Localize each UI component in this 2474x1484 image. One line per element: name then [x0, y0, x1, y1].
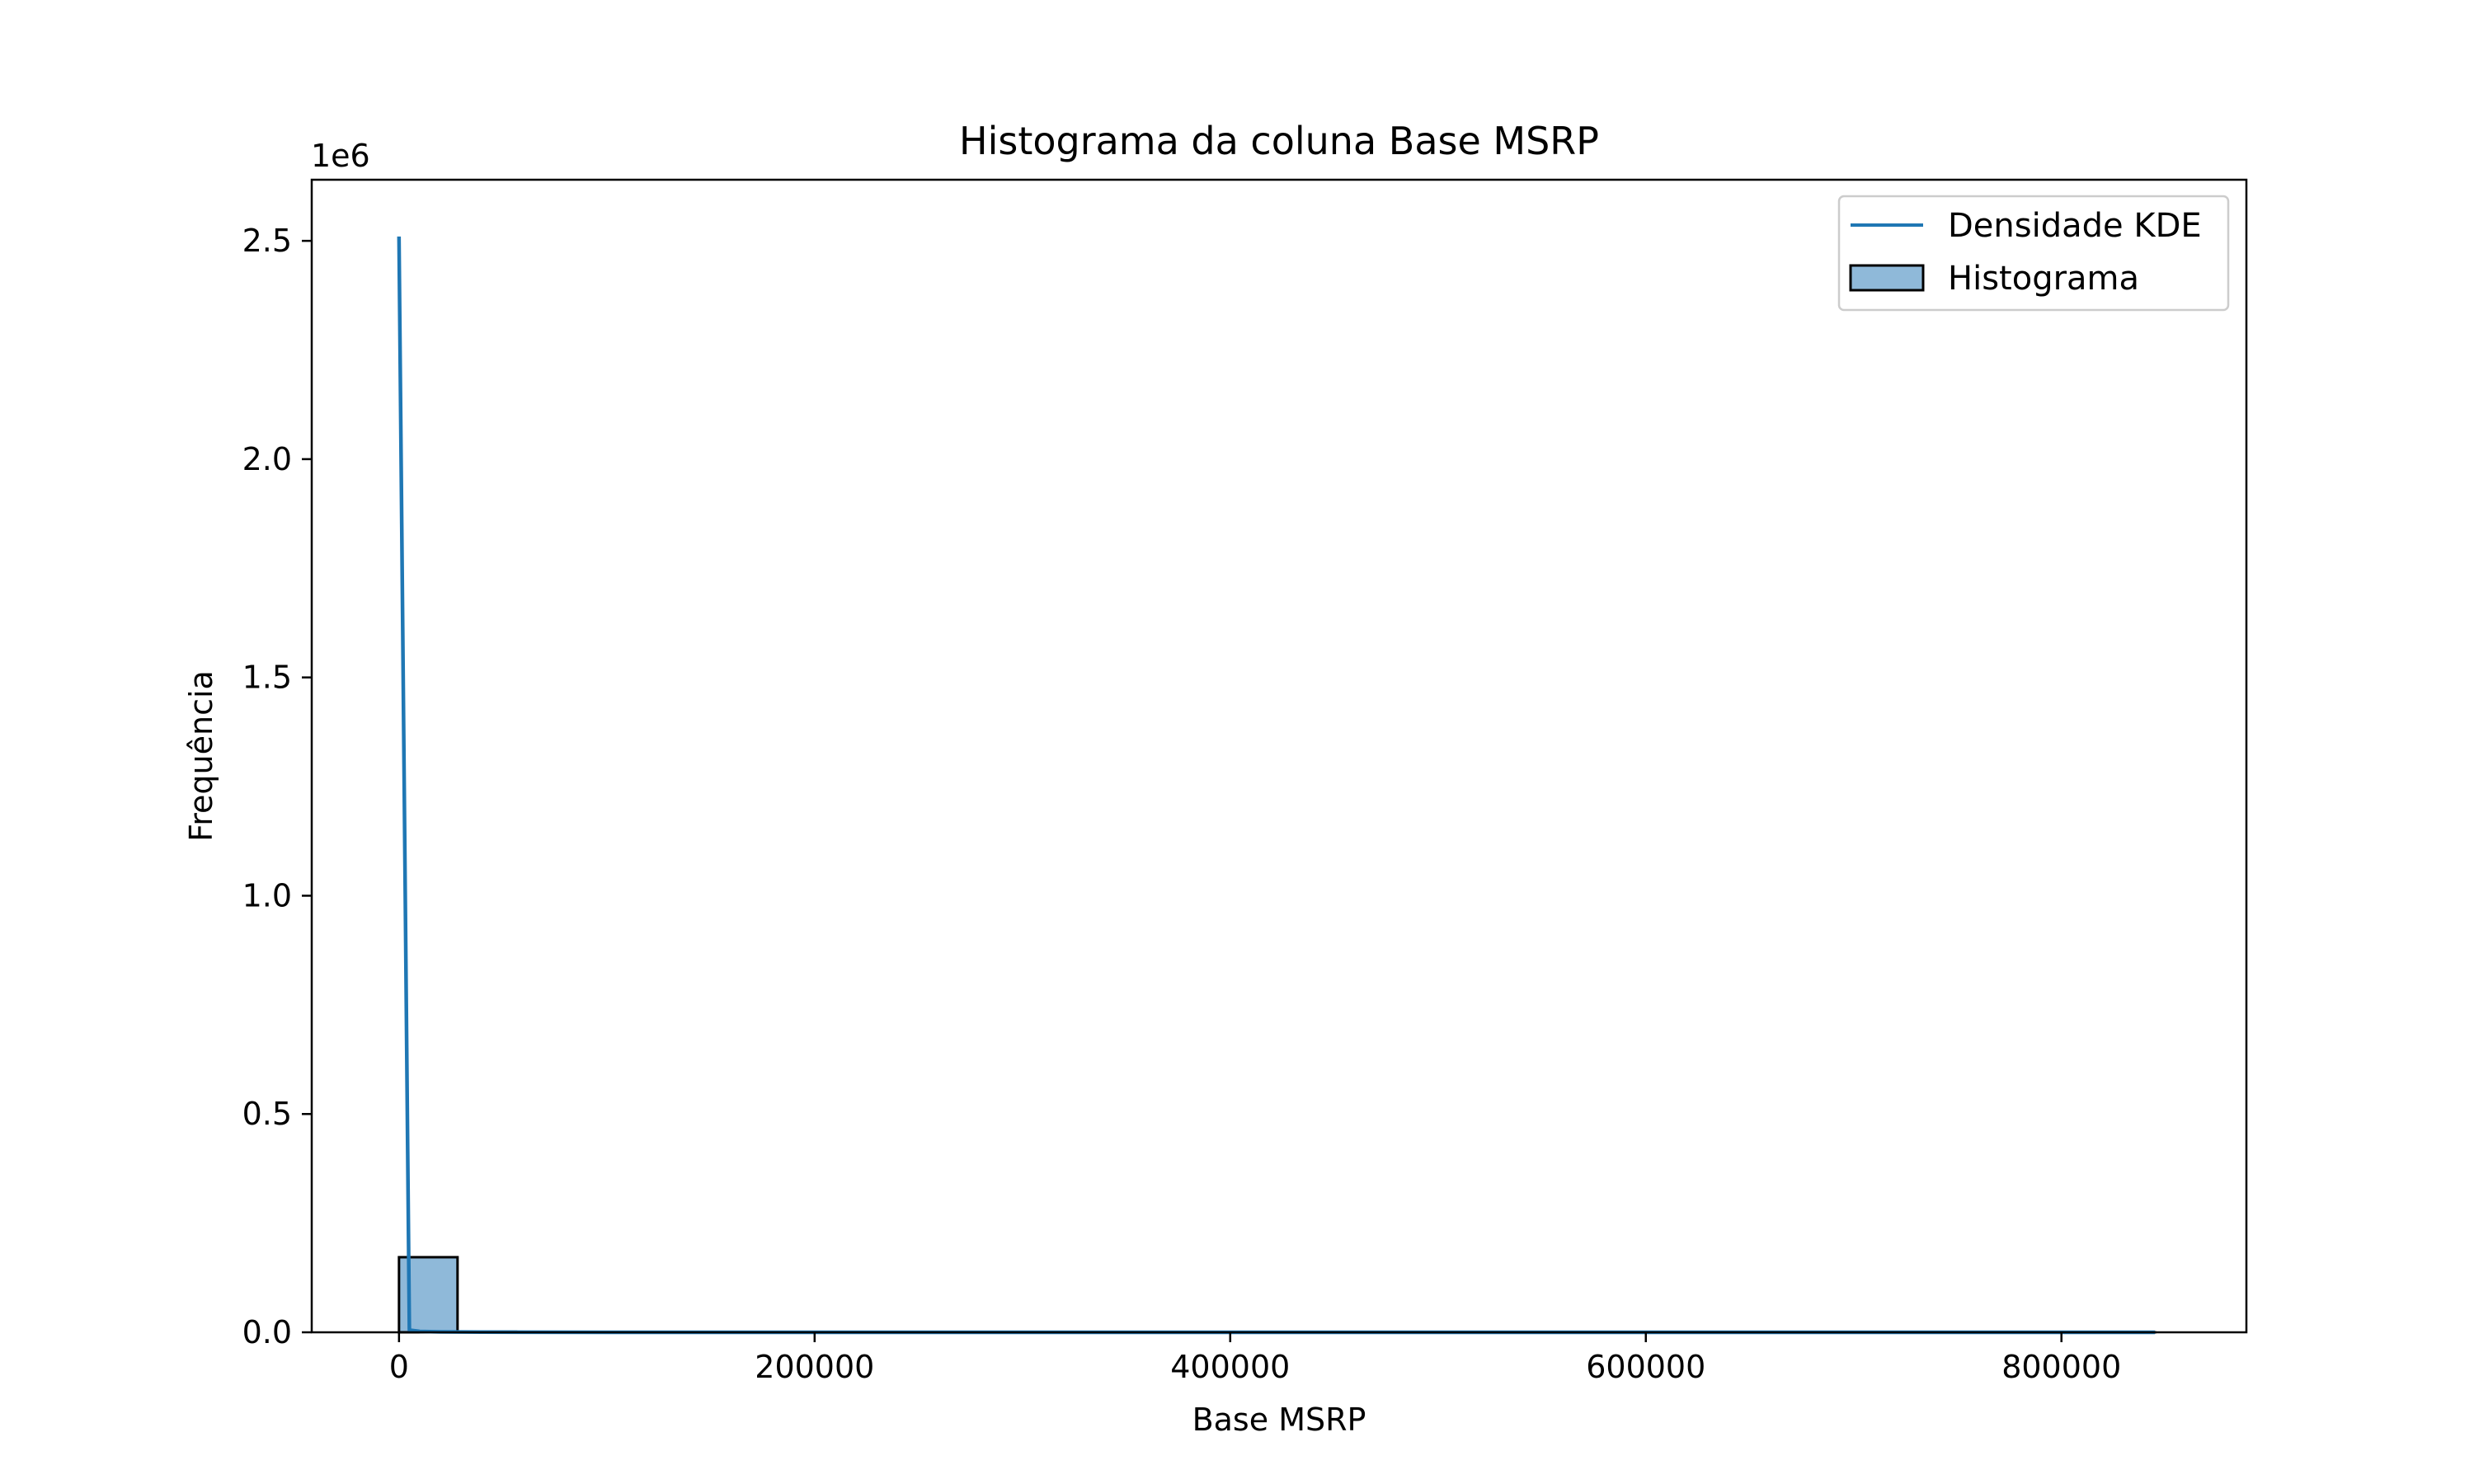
y-tick-label: 1.5: [242, 660, 292, 696]
chart-title: Histograma da coluna Base MSRP: [959, 119, 1599, 163]
y-axis-label: Frequência: [183, 670, 219, 842]
y-tick-label: 2.5: [242, 223, 292, 259]
x-tick-label: 0: [389, 1349, 409, 1385]
legend-label-histogram: Histograma: [1948, 260, 2139, 298]
x-tick-label: 600000: [1586, 1349, 1705, 1385]
x-tick-label: 400000: [1170, 1349, 1290, 1385]
x-tick-label: 800000: [2001, 1349, 2121, 1385]
y-tick-label: 1.0: [242, 877, 292, 913]
y-tick-label: 2.0: [242, 441, 292, 477]
y-tick-label: 0.5: [242, 1096, 292, 1132]
y-tick-label: 0.0: [242, 1314, 292, 1350]
legend-frame: [1837, 195, 2230, 312]
legend-swatch-histogram: [1849, 264, 1925, 292]
legend: Densidade KDE Histograma: [1837, 195, 2230, 312]
x-axis-label: Base MSRP: [1192, 1402, 1366, 1438]
plot-area-frame: [310, 178, 2248, 1334]
kde-line: [397, 236, 2156, 1335]
x-tick-label: 200000: [755, 1349, 874, 1385]
legend-label-kde: Densidade KDE: [1948, 207, 2202, 245]
y-axis-offset-label: 1e6: [311, 138, 370, 174]
